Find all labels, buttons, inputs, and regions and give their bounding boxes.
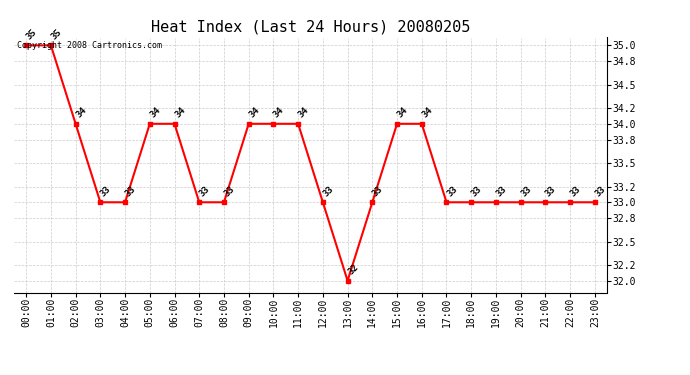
Text: 33: 33 <box>569 184 582 198</box>
Text: 34: 34 <box>75 106 88 120</box>
Text: 32: 32 <box>346 262 360 277</box>
Text: 33: 33 <box>593 184 607 198</box>
Text: 33: 33 <box>544 184 558 198</box>
Text: 33: 33 <box>371 184 385 198</box>
Text: 33: 33 <box>445 184 459 198</box>
Text: 33: 33 <box>223 184 237 198</box>
Text: 34: 34 <box>272 106 286 120</box>
Text: 34: 34 <box>173 106 187 120</box>
Text: 33: 33 <box>198 184 212 198</box>
Text: 33: 33 <box>322 184 335 198</box>
Text: 34: 34 <box>297 106 310 120</box>
Text: 33: 33 <box>470 184 484 198</box>
Text: 33: 33 <box>520 184 533 198</box>
Text: 34: 34 <box>247 106 262 120</box>
Text: 35: 35 <box>50 27 63 41</box>
Text: Copyright 2008 Cartronics.com: Copyright 2008 Cartronics.com <box>17 41 161 50</box>
Text: 34: 34 <box>148 106 162 120</box>
Text: 33: 33 <box>495 184 509 198</box>
Text: 33: 33 <box>124 184 137 198</box>
Title: Heat Index (Last 24 Hours) 20080205: Heat Index (Last 24 Hours) 20080205 <box>151 20 470 35</box>
Text: 34: 34 <box>420 106 434 120</box>
Text: 33: 33 <box>99 184 113 198</box>
Text: 35: 35 <box>25 27 39 41</box>
Text: 34: 34 <box>395 106 410 120</box>
